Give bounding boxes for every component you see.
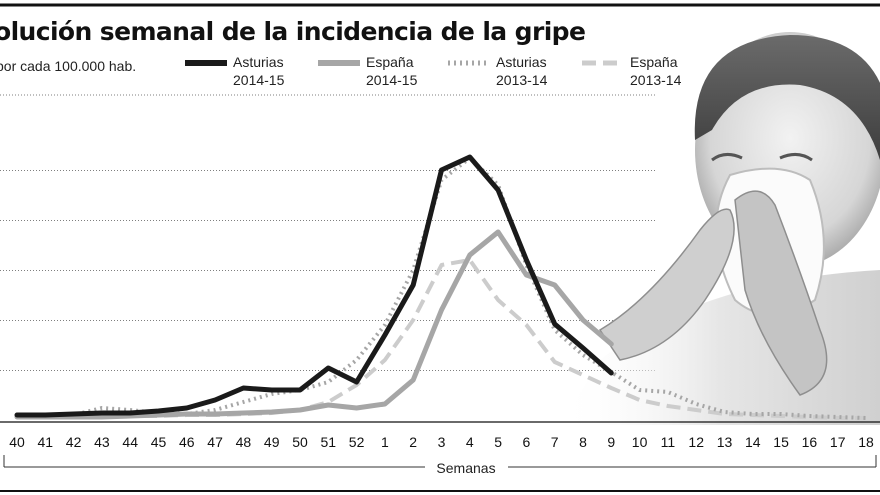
x-tick-label: 11 [661,434,676,450]
x-tick-label: 50 [292,434,308,450]
series-line-0 [14,154,614,418]
sick-person-photo [560,32,880,425]
x-tick-label: 4 [466,434,474,450]
x-tick-label: 2 [409,434,417,450]
x-tick-label: 42 [66,434,82,450]
x-tick-label: 6 [523,434,531,450]
gridlines [0,94,655,371]
x-tick-label: 52 [349,434,365,450]
x-tick-label: 7 [551,434,559,450]
x-axis-title: Semanas [436,460,495,476]
x-tick-label: 41 [38,434,54,450]
x-tick-label: 12 [688,434,704,450]
x-tick-label: 16 [802,434,818,450]
x-tick-label: 45 [151,434,167,450]
x-tick-label: 47 [207,434,223,450]
x-tick-label: 18 [858,434,874,450]
x-tick-label: 8 [579,434,587,450]
x-tick-label: 44 [122,434,138,450]
series-line-1 [14,229,614,420]
x-tick-label: 1 [381,434,389,450]
x-tick-label: 15 [773,434,789,450]
x-tick-label: 51 [321,434,337,450]
legend-label-1: España 2014-15 [366,54,418,88]
x-tick-labels: 40 41 42 43 44 45 46 47 48 49 50 51 52 1 2 3 4 5 6 7 8 9 10 11 1… [9,434,874,450]
x-tick-label: 9 [607,434,615,450]
x-tick-label: 40 [9,434,25,450]
series-lines [14,154,867,420]
chart-title: olución semanal de la incidencia de la g… [0,17,585,46]
x-tick-label: 10 [632,434,648,450]
legend-label-0: Asturias 2014-15 [233,54,285,88]
legend-label-3: España 2013-14 [630,54,682,88]
x-tick-label: 43 [94,434,110,450]
x-tick-label: 49 [264,434,280,450]
x-tick-label: 14 [745,434,761,450]
x-tick-label: 46 [179,434,195,450]
chart-subtitle: por cada 100.000 hab. [0,58,136,74]
x-tick-label: 3 [438,434,446,450]
legend-label-2: Asturias 2013-14 [496,54,548,88]
x-tick-label: 48 [236,434,252,450]
x-tick-label: 13 [717,434,733,450]
x-tick-label: 5 [494,434,502,450]
x-tick-label: 17 [830,434,846,450]
legend: Asturias 2014-15 España 2014-15 Asturias 2013… [185,54,682,88]
